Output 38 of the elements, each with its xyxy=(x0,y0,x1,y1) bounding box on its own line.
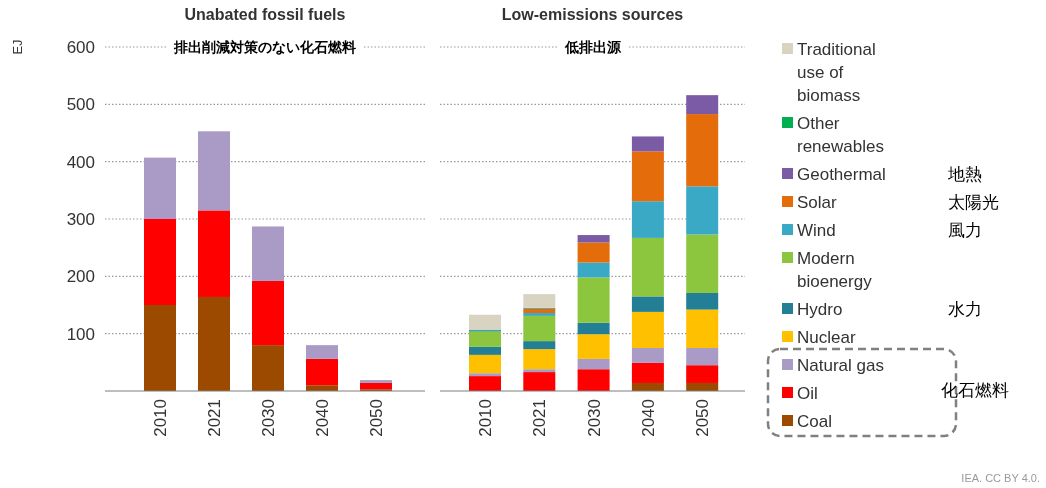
y-tick-label: 400 xyxy=(66,152,95,172)
legend-label: Other renewables xyxy=(797,114,884,156)
legend-label: Coal xyxy=(797,412,832,431)
text: 化石燃料 xyxy=(941,381,1009,400)
legend-label: Geothermal xyxy=(797,165,886,184)
chart-subtitle: 排出削減対策のない化石燃料 xyxy=(173,39,356,55)
x-tick-label: 2040 xyxy=(313,399,332,437)
y-tick-label: 500 xyxy=(66,95,95,115)
y-tick-label: 300 xyxy=(66,210,95,229)
legend-label: Hydro xyxy=(797,300,843,319)
x-tick-label: 2030 xyxy=(259,399,278,437)
x-tick-label: 2021 xyxy=(530,399,550,437)
legend-label: Solar xyxy=(797,193,838,212)
x-tick-label: 2010 xyxy=(151,399,170,437)
y-axis-title: EJ xyxy=(10,39,25,55)
x-tick-label: 2050 xyxy=(367,399,386,437)
x-tick-label: 2021 xyxy=(205,399,224,437)
y-tick-label: 100 xyxy=(66,324,95,344)
text: 風力 xyxy=(948,221,982,240)
y-tick-label: 200 xyxy=(66,267,95,287)
legend-label: Traditional use of biomass xyxy=(797,40,876,105)
legend-label: Wind xyxy=(797,221,836,240)
chart-subtitle: 低排出源 xyxy=(563,39,622,55)
chart-title: Unabated fossil fuels xyxy=(184,6,346,23)
text: IEA. CC BY 4.0. xyxy=(961,472,1040,484)
x-tick-label: 2040 xyxy=(638,399,658,437)
x-tick-label: 2050 xyxy=(693,399,713,437)
y-tick-label: 600 xyxy=(66,38,95,57)
legend-label: Nuclear xyxy=(797,328,856,347)
legend-label: Natural gas xyxy=(797,356,884,375)
legend-label: Modern bioenergy xyxy=(797,249,873,291)
text: 太陽光 xyxy=(948,193,999,212)
x-tick-label: 2030 xyxy=(584,399,604,437)
legend-label: Oil xyxy=(797,384,818,403)
text: 水力 xyxy=(948,300,982,319)
text: 地熱 xyxy=(948,165,982,184)
x-tick-label: 2010 xyxy=(476,399,495,437)
chart-title: Low-emissions sources xyxy=(501,6,684,23)
